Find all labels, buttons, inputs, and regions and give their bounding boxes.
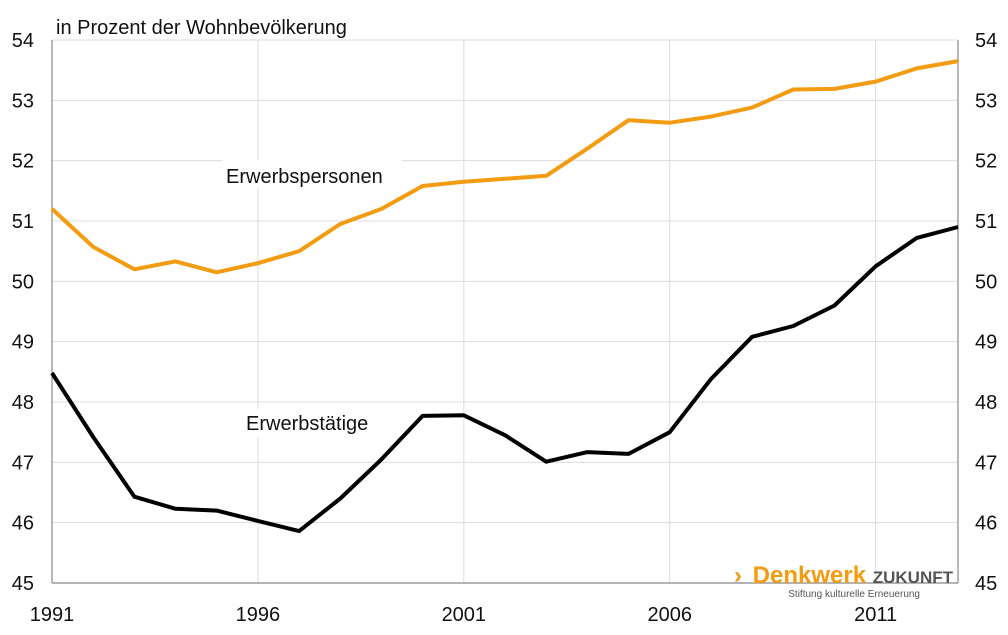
y-tick-label-left: 47 [12,452,34,474]
y-tick-label-right: 45 [975,573,997,595]
series-line-erwerbstaetige [50,225,959,534]
x-tick-label: 1991 [30,604,75,626]
y-tick-label-left: 52 [12,151,34,173]
series-line-erwerbspersonen [50,59,959,275]
y-tick-labels-right: 45 46 47 48 49 50 51 52 53 54 [975,30,997,595]
logo-tagline: Stiftung kulturelle Erneuerung [788,589,920,600]
y-tick-label-left: 46 [12,513,34,535]
logo-word-zukunft: ZUKUNFT [873,568,954,587]
series-label-erwerbstaetige: Erwerbstätige [246,413,368,435]
y-tick-label-left: 49 [12,332,34,354]
y-tick-label-right: 51 [975,211,997,233]
y-tick-label-left: 53 [12,90,34,112]
y-tick-label-left: 51 [12,211,34,233]
logo-word-denkwerk: Denkwerk [753,562,867,589]
y-tick-label-right: 54 [975,30,997,52]
y-axis-label: in Prozent der Wohnbevölkerung [56,17,347,39]
axes [51,40,959,584]
y-tick-label-left: 48 [12,392,34,414]
x-tick-label: 2006 [647,604,692,626]
series-label-erwerbspersonen: Erwerbspersonen [226,166,383,188]
x-tick-label: 2011 [854,604,897,626]
logo-arrow-icon: › [734,562,742,589]
x-tick-labels: 1991 1996 2001 2006 2011 [30,604,897,626]
grid [52,39,958,584]
y-tick-labels-left: 45 46 47 48 49 50 51 52 53 54 [12,30,34,595]
series-lines [50,59,959,534]
x-tick-label: 2001 [442,604,487,626]
y-tick-label-right: 48 [975,392,997,414]
logo-wordmark: › Denkwerk ZUKUNFT [734,562,954,589]
y-tick-label-right: 52 [975,151,997,173]
y-tick-label-left: 54 [12,30,34,52]
logo: › Denkwerk ZUKUNFT Stiftung kulturelle E… [734,562,954,600]
y-tick-label-right: 49 [975,332,997,354]
y-tick-label-right: 50 [975,271,997,293]
y-tick-label-left: 45 [12,573,34,595]
y-tick-label-left: 50 [12,271,34,293]
y-tick-label-right: 53 [975,90,997,112]
y-tick-label-right: 46 [975,513,997,535]
series-label-background [242,409,382,437]
y-tick-label-right: 47 [975,452,997,474]
series-label-background [222,160,402,188]
x-tick-label: 1996 [236,604,281,626]
